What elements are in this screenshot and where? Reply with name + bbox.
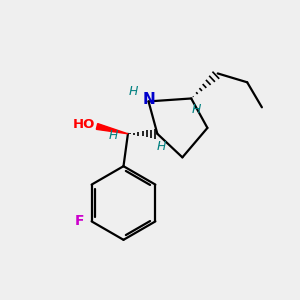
Text: HO: HO [73, 118, 95, 131]
Text: H: H [128, 85, 138, 98]
Text: H: H [157, 140, 167, 153]
Text: H: H [192, 103, 201, 116]
Polygon shape [96, 124, 128, 134]
Text: F: F [74, 214, 84, 228]
Text: H: H [109, 129, 119, 142]
Text: N: N [143, 92, 155, 107]
